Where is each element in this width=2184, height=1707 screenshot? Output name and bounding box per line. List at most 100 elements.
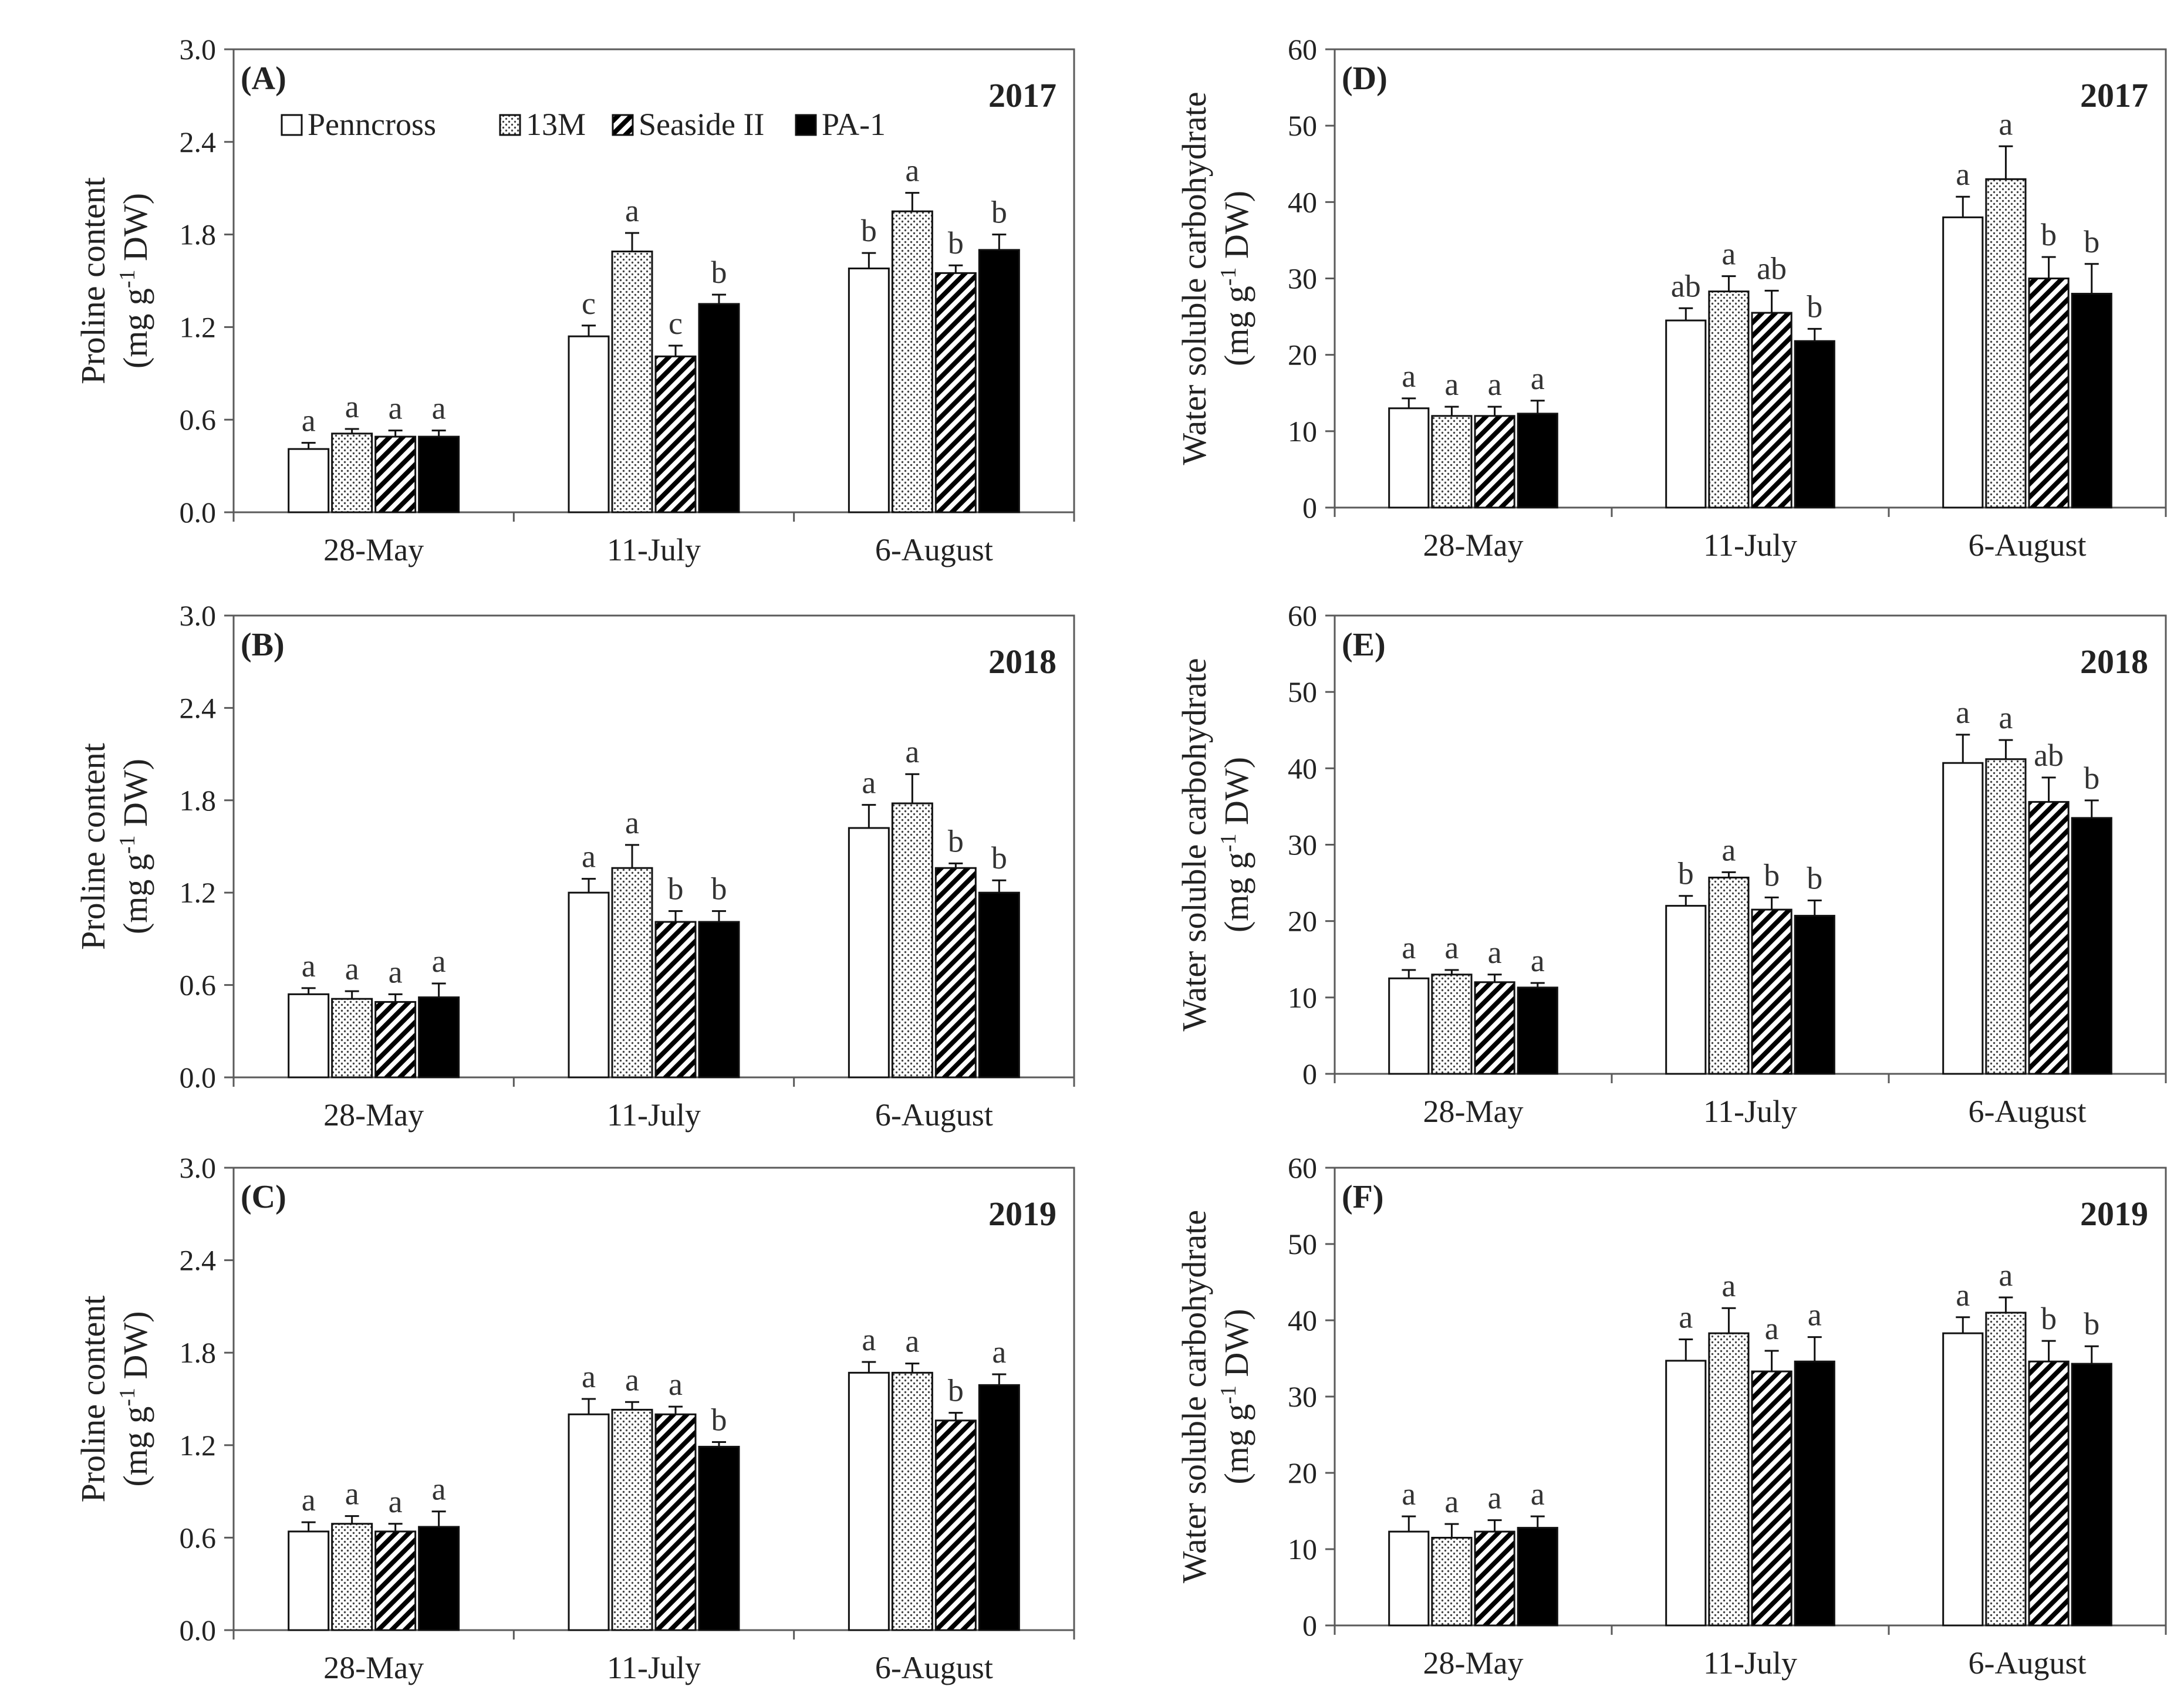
y-tick-label: 1.8 xyxy=(180,1336,217,1369)
bar xyxy=(611,867,653,1079)
y-axis-title-post: DW) xyxy=(116,1311,154,1387)
y-axis-title-sup: -1 xyxy=(1216,833,1241,852)
significance-letter: b xyxy=(1764,857,1780,893)
significance-letter: a xyxy=(905,734,919,769)
significance-letter: b xyxy=(991,195,1007,230)
bar xyxy=(654,921,697,1079)
bar xyxy=(331,432,373,513)
bar xyxy=(1388,977,1430,1075)
x-category-label: 28-May xyxy=(1423,1645,1524,1681)
bar xyxy=(1751,312,1793,509)
significance-letter: a xyxy=(1721,236,1736,272)
y-axis-title-post: DW) xyxy=(1217,757,1255,833)
year-label: 2018 xyxy=(2080,643,2148,681)
y-axis-title-line2: (mg g-1 DW) xyxy=(1216,757,1255,932)
significance-letter: a xyxy=(1721,832,1736,867)
bar xyxy=(934,1419,977,1631)
bar xyxy=(848,827,890,1079)
significance-letter: a xyxy=(1679,1300,1693,1335)
significance-letter: a xyxy=(1444,1484,1459,1519)
x-category-label: 28-May xyxy=(1423,1094,1524,1129)
legend-label: Seaside II xyxy=(639,107,764,142)
bar xyxy=(654,355,697,513)
legend-label: Penncross xyxy=(308,107,436,142)
panel-b: 0.0 0.6 1.2 1.8 2.4 3.0 28-May 11-July 6-August a… xyxy=(74,599,1075,1133)
significance-letter: b xyxy=(2084,224,2099,259)
bar xyxy=(1942,1332,1984,1627)
panel-label: (D) xyxy=(1342,60,1388,97)
significance-letter: a xyxy=(1721,1268,1736,1303)
bar xyxy=(418,435,460,513)
bar xyxy=(698,1445,740,1631)
x-category-label: 28-May xyxy=(323,532,424,567)
bar xyxy=(934,272,977,513)
significance-letter: b xyxy=(948,225,964,261)
significance-letter: b xyxy=(948,1373,964,1408)
panel-a: 0.0 0.6 1.2 1.8 2.4 3.0 28-May 11-July 6-August a… xyxy=(74,33,1075,567)
x-category-label: 11-July xyxy=(1703,1094,1797,1129)
y-axis-title-line2: (mg g-1 DW) xyxy=(1216,1309,1255,1484)
significance-letter: a xyxy=(1765,1311,1779,1346)
year-label: 2018 xyxy=(988,643,1056,681)
bar xyxy=(654,1413,697,1631)
y-tick-label: 2.4 xyxy=(180,1244,217,1277)
y-tick-label: 50 xyxy=(1288,1228,1317,1260)
bar xyxy=(1474,981,1515,1075)
bar xyxy=(288,448,330,513)
bar xyxy=(331,998,373,1079)
significance-letter: a xyxy=(1488,935,1502,970)
significance-letter: a xyxy=(1956,1277,1970,1313)
significance-letter: a xyxy=(345,1476,359,1512)
significance-letter: a xyxy=(992,1334,1006,1370)
significance-letter: b xyxy=(2084,760,2099,796)
x-category-label: 6-August xyxy=(875,532,993,567)
y-axis-title-post: DW) xyxy=(116,759,154,835)
x-category-label: 28-May xyxy=(1423,528,1524,563)
significance-letter: a xyxy=(1402,930,1416,965)
significance-letter: c xyxy=(669,306,683,341)
significance-letter: a xyxy=(862,765,876,800)
bar xyxy=(698,303,740,513)
y-tick-label: 20 xyxy=(1288,905,1317,938)
y-axis-title-sup: -1 xyxy=(1216,267,1241,286)
bar xyxy=(288,1530,330,1631)
bar xyxy=(978,891,1020,1079)
significance-letter: b xyxy=(948,823,964,858)
bar xyxy=(934,867,977,1079)
bar xyxy=(1388,407,1430,509)
y-tick-label: 0.0 xyxy=(180,1061,217,1094)
bar xyxy=(1517,1527,1558,1627)
y-axis-title-sup: -1 xyxy=(115,835,140,854)
panel-label: (B) xyxy=(241,627,285,663)
y-axis-title-line2: (mg g-1 DW) xyxy=(115,1311,154,1486)
y-tick-label: 1.2 xyxy=(180,310,217,343)
bar xyxy=(1665,1360,1707,1627)
year-label: 2019 xyxy=(988,1195,1056,1233)
y-tick-label: 2.4 xyxy=(180,126,217,158)
y-axis-title-post: DW) xyxy=(1217,191,1255,267)
bar xyxy=(1388,1530,1430,1627)
y-axis-title-pre: (mg g xyxy=(116,288,154,369)
y-axis-title-pre: (mg g xyxy=(116,854,154,934)
significance-letter: b xyxy=(1678,856,1694,891)
bar xyxy=(978,1384,1020,1631)
bar xyxy=(374,435,417,513)
x-category-label: 11-July xyxy=(607,1097,701,1133)
significance-letter: ab xyxy=(1757,251,1787,286)
significance-letter: a xyxy=(389,391,403,426)
bar xyxy=(374,1000,417,1079)
bar xyxy=(568,335,610,513)
y-tick-label: 50 xyxy=(1288,109,1317,142)
y-tick-label: 0.6 xyxy=(180,969,217,1002)
bar xyxy=(611,1408,653,1631)
significance-letter: b xyxy=(711,255,727,290)
panel-label: (C) xyxy=(241,1179,286,1215)
bar xyxy=(568,1413,610,1631)
significance-letter: a xyxy=(1444,930,1459,965)
y-tick-label: 10 xyxy=(1288,981,1317,1014)
y-axis-title-line1: Proline content xyxy=(74,743,112,950)
bar xyxy=(1942,762,1984,1075)
y-tick-label: 40 xyxy=(1288,752,1317,785)
y-axis-title-post: DW) xyxy=(116,193,154,269)
